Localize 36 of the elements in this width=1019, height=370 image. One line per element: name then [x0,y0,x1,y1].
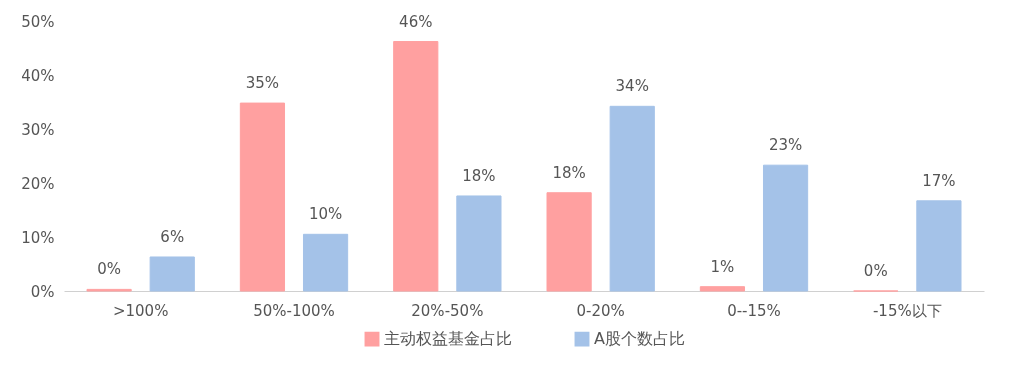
bar [699,286,746,292]
y-tick-label: 40% [21,66,55,85]
data-label: 18% [462,166,496,185]
data-label: 23% [768,136,803,155]
x-tick-label: -15%以下 [872,301,942,320]
x-tick-label: 20%-50% [411,301,484,320]
data-label: 35% [245,74,280,93]
data-label: 6% [160,227,185,246]
bar [762,164,809,292]
legend-label: A股个数占比 [594,329,685,349]
data-label: 34% [615,77,649,96]
bar [609,105,655,292]
data-label: 46% [399,12,433,31]
y-tick-label: 30% [21,120,55,139]
bar [302,233,349,292]
bar [393,41,439,292]
legend-label: 主动权益基金占比 [384,329,512,349]
bar [149,256,195,292]
bar [456,195,502,292]
bar [239,102,286,292]
data-label: 18% [552,163,586,182]
x-tick-label: 0--15% [727,301,781,320]
bar [916,200,962,292]
x-tick-label: 0-20% [576,301,625,320]
y-tick-label: 50% [21,12,55,31]
x-tick-label: >100% [112,301,169,320]
data-label: 0% [863,262,888,280]
data-label: 0% [97,260,121,279]
data-label: 1% [710,257,735,276]
y-tick-label: 10% [21,228,55,247]
y-tick-label: 0% [30,282,55,301]
y-tick-label: 20% [21,174,55,193]
bar [546,192,592,292]
data-label: 17% [922,171,956,190]
x-tick-label: 50%-100% [253,301,335,320]
data-label: 10% [308,205,343,224]
